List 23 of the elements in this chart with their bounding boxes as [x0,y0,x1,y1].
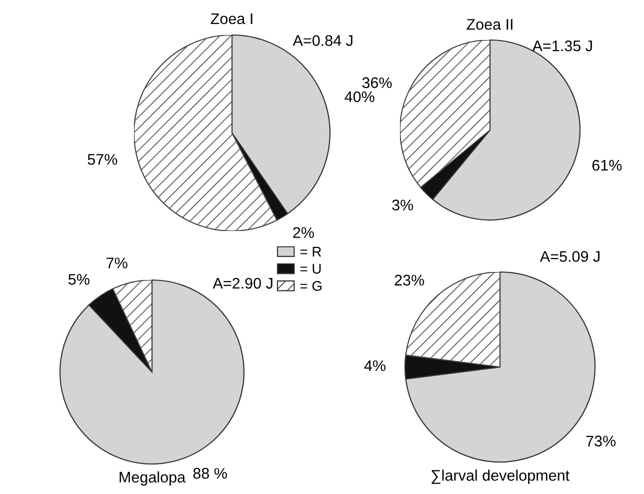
data-label: 3% [392,200,414,210]
legend-label: = U [300,264,321,274]
data-label: 4% [364,360,386,372]
text: Megalopa [120,471,186,486]
data-label: 61% [592,160,622,171]
text: A=0.84 J [292,35,352,46]
text: A=5.09 J [540,251,600,262]
data-label: 5% [68,274,90,285]
data-label: 2% [293,227,314,238]
data-label: 36% [362,77,392,88]
chart-title: Zoea II [466,19,512,30]
data-label: 88 % [193,468,227,479]
slice-label: = G [300,281,322,291]
data-label: 7% [106,258,128,268]
data-label: 23% [394,274,424,286]
text: A=2.90 J [212,278,272,289]
data-label: 40% [344,91,374,102]
text: A=1.35 J [532,40,592,52]
chart-title: Zoea I [210,13,252,24]
text: ∑larval development [432,470,570,484]
data-label: 57% [88,154,118,165]
data-label: 73% [586,436,616,446]
legend-label: = R [300,246,322,256]
